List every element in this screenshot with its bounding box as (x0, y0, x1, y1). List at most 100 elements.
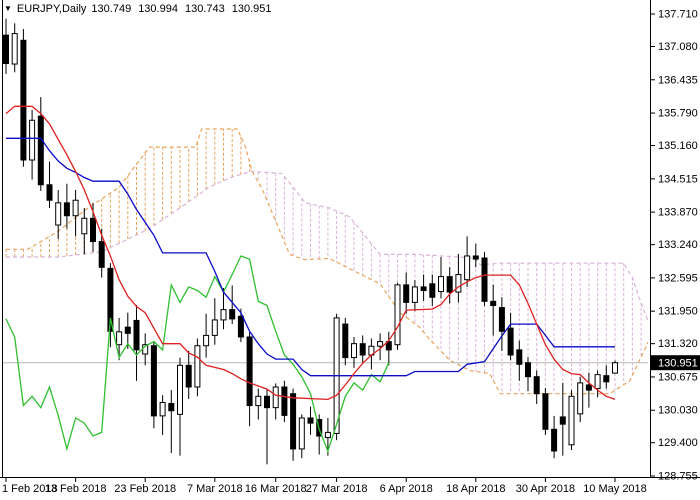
candle[interactable] (342, 317, 349, 366)
candle[interactable] (498, 297, 505, 351)
candle[interactable] (37, 97, 44, 191)
candle[interactable] (551, 415, 558, 459)
candle[interactable] (133, 304, 140, 381)
candle[interactable] (185, 350, 192, 399)
candle[interactable] (516, 340, 523, 381)
candle[interactable] (612, 360, 618, 374)
candle-body (264, 395, 270, 409)
candle-body (229, 309, 236, 320)
candle-body (411, 286, 418, 303)
candle[interactable] (542, 388, 549, 435)
candle[interactable] (481, 251, 488, 307)
candle-body (420, 286, 427, 292)
candle-body (272, 386, 279, 409)
candle-body (255, 395, 262, 407)
candle[interactable] (11, 23, 18, 73)
candle[interactable] (290, 388, 297, 461)
plot-area[interactable] (2, 18, 653, 465)
candle-body (481, 257, 488, 302)
candle[interactable] (20, 28, 27, 167)
candle-body (429, 283, 436, 298)
candle[interactable] (107, 263, 114, 348)
candle[interactable] (464, 236, 471, 287)
candle-body (116, 331, 123, 346)
candle-body (324, 431, 331, 439)
candle-body (159, 401, 166, 417)
candle[interactable] (455, 253, 462, 303)
candle[interactable] (168, 390, 175, 454)
price-tick-label: 135.160 (658, 140, 698, 152)
candle[interactable] (594, 370, 601, 398)
price-tick-label: 133.240 (658, 239, 698, 251)
candle[interactable] (142, 333, 149, 366)
candle[interactable] (377, 333, 384, 361)
candle-body (594, 374, 601, 390)
candle[interactable] (490, 284, 497, 336)
candle[interactable] (211, 298, 218, 345)
candle[interactable] (29, 109, 36, 180)
candle[interactable] (603, 365, 610, 389)
candle[interactable] (438, 256, 444, 299)
candle[interactable] (577, 376, 584, 423)
candle[interactable] (46, 161, 53, 208)
candle[interactable] (220, 287, 227, 330)
candle[interactable] (568, 390, 575, 450)
candle[interactable] (298, 414, 305, 459)
candle[interactable] (559, 382, 566, 456)
date-tick-label: 7 Mar 2018 (187, 483, 243, 495)
candle[interactable] (264, 388, 270, 465)
candle[interactable] (63, 183, 70, 229)
price-tick-label: 135.790 (658, 108, 698, 120)
candle[interactable] (420, 274, 427, 301)
candle-body (194, 345, 201, 388)
candle[interactable] (272, 383, 279, 420)
candle[interactable] (403, 272, 410, 314)
candle[interactable] (507, 312, 514, 361)
price-axis[interactable]: 137.710 137.080 136.435 135.790 135.160 134.5… (650, 9, 698, 483)
candle[interactable] (533, 370, 540, 405)
price-tick-label: 131.320 (658, 338, 698, 350)
candle-body (3, 34, 9, 65)
candle[interactable] (359, 335, 366, 363)
candle[interactable] (351, 336, 357, 368)
candle[interactable] (203, 313, 210, 358)
chart-dropdown-icon[interactable]: ▼ (4, 4, 12, 13)
candle[interactable] (585, 372, 592, 408)
candle[interactable] (159, 395, 166, 435)
candle-body (464, 255, 471, 281)
candle[interactable] (333, 313, 340, 441)
candle[interactable] (281, 380, 288, 423)
candle[interactable] (81, 207, 88, 255)
candle[interactable] (55, 189, 62, 239)
candle[interactable] (246, 331, 253, 427)
candle[interactable] (255, 388, 262, 420)
candle[interactable] (194, 338, 201, 397)
senkou-span-b-line (6, 128, 648, 395)
candle[interactable] (177, 357, 183, 456)
candle[interactable] (307, 406, 314, 435)
candle[interactable] (229, 285, 236, 325)
candle[interactable] (116, 317, 123, 361)
candle[interactable] (72, 189, 79, 237)
candle[interactable] (385, 331, 392, 366)
price-tick-label: 131.950 (658, 306, 698, 318)
candle-body (577, 382, 584, 415)
current-price-badge-value: 130.951 (658, 358, 698, 370)
candle[interactable] (525, 357, 531, 392)
price-tick-label: 129.400 (658, 437, 698, 449)
candle-body (150, 345, 157, 417)
candle-body (298, 417, 305, 450)
price-tick-label: 137.710 (658, 9, 698, 21)
candle[interactable] (446, 267, 453, 304)
candle[interactable] (411, 280, 418, 312)
candle[interactable] (472, 243, 479, 268)
candle[interactable] (394, 282, 401, 350)
candle[interactable] (429, 274, 436, 307)
candle-body (446, 276, 453, 293)
candle[interactable] (3, 18, 9, 74)
kijun-sen-line (6, 137, 615, 377)
candle[interactable] (150, 341, 157, 429)
candle-body (516, 349, 523, 365)
